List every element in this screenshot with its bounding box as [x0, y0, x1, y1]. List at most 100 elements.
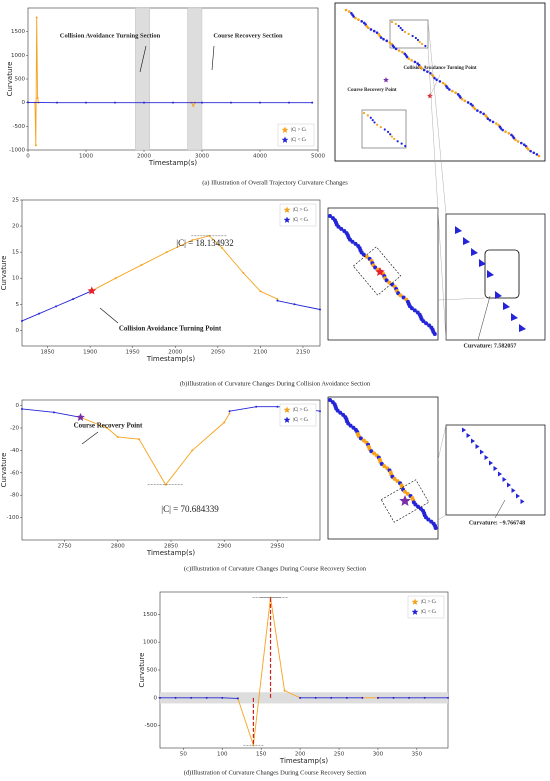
x-tick-label: 2000	[137, 154, 151, 160]
x-tick-label: 2950	[270, 544, 284, 550]
trajectory-dot	[482, 112, 485, 116]
trajectory-dot	[392, 476, 397, 481]
trajectory-dot	[520, 141, 523, 145]
y-tick-label: -20	[10, 426, 19, 432]
trajectory-marker	[519, 324, 526, 332]
trajectory-dot	[376, 123, 379, 126]
annotation: |C| = 18.134932	[176, 238, 233, 248]
plot-area	[159, 591, 449, 749]
data-point	[116, 435, 119, 438]
x-tick-label: 50	[180, 752, 187, 758]
trajectory-dot	[466, 101, 470, 104]
legend-swatch	[283, 416, 291, 423]
x-tick-label: 100	[217, 752, 228, 758]
trajectory-dot	[369, 449, 374, 454]
caption: (c)Illustration of Curvature Changes Dur…	[184, 565, 367, 572]
x-tick-label: 150	[256, 752, 267, 758]
trajectory-dot	[401, 295, 406, 300]
x-tick-label: 1000	[79, 154, 93, 160]
x-tick-label: 2100	[253, 350, 267, 356]
callout	[437, 514, 447, 521]
trajectory-marker	[503, 302, 510, 310]
y-tick-label: -80	[10, 493, 19, 499]
x-tick-label: 2050	[211, 350, 225, 356]
trajectory-dot	[369, 116, 372, 119]
trajectory-dot	[486, 117, 490, 120]
trajectory-dot	[446, 86, 449, 90]
data-point	[55, 305, 58, 308]
trajectory-dot	[535, 153, 539, 156]
data-point	[423, 696, 426, 699]
chart: 2750 2800 2850 2900 2950 0 -20 -40 -60 -80 -100 Tim…	[0, 399, 367, 572]
y-tick-label: 1500	[143, 612, 157, 618]
data-point	[221, 246, 224, 249]
data-point	[330, 696, 333, 699]
data-point	[408, 696, 411, 699]
trajectory-dot	[390, 20, 394, 24]
x-tick-label: 300	[373, 752, 384, 758]
legend-label: |C| < Cₜ	[421, 610, 437, 615]
x-tick-label: 0	[26, 154, 30, 160]
y-tick-label: 500	[15, 77, 26, 83]
x-tick-label: 250	[334, 752, 345, 758]
data-point	[52, 411, 55, 414]
trajectory-dot	[499, 127, 503, 130]
star	[375, 267, 385, 277]
trajectory-dot	[537, 154, 541, 158]
trajectory-dot	[414, 36, 417, 40]
trajectory-dot	[362, 111, 366, 115]
legend-label: |C| < Cₜ	[293, 218, 309, 223]
y-tick-label: 10	[12, 276, 19, 282]
data-point	[311, 101, 314, 104]
data-point	[236, 697, 239, 700]
trajectory-dot	[388, 41, 392, 44]
trajectory-dot	[394, 47, 398, 51]
trajectory-dot	[438, 80, 442, 83]
x-axis-label: Timestamp(s)	[148, 159, 197, 167]
trajectory-dot	[476, 109, 479, 112]
trajectory-dot	[401, 50, 404, 54]
annotation: Collision Avoidance Turning Point	[119, 325, 222, 333]
data-point	[259, 101, 261, 104]
annotation: Course Recovery Section	[213, 32, 283, 39]
y-tick-label: 1000	[11, 53, 25, 59]
trajectory-dot	[357, 18, 360, 22]
trajectory-dot	[403, 30, 407, 34]
trajectory-dot	[426, 70, 429, 73]
chart: 0 1000 2000 3000 4000 5000 -1000 -500 0 500 1000 15…	[6, 7, 348, 186]
data-point	[190, 696, 193, 699]
data-point	[159, 696, 161, 699]
trajectory-marker	[493, 466, 498, 471]
trajectory-dot	[366, 26, 370, 30]
trajectory-dot	[422, 68, 426, 72]
data-point	[223, 421, 226, 424]
legend-label: |C| < Cₜ	[291, 138, 307, 143]
y-tick-label: 0	[16, 328, 20, 334]
trajectory-dot	[463, 99, 467, 103]
legend-swatch	[283, 206, 291, 213]
callout	[437, 424, 447, 461]
y-tick-label: 0	[16, 403, 20, 409]
trajectory-dot	[405, 55, 409, 59]
trajectory-marker	[471, 248, 478, 256]
x-tick-label: 2750	[58, 544, 72, 550]
caption: (d)Illustration of Curvature Changes Dur…	[184, 769, 367, 776]
x-tick-label: 2850	[164, 544, 178, 550]
series-line	[80, 413, 230, 486]
trajectory-dot	[373, 265, 378, 270]
data-point	[192, 104, 195, 107]
highlight-band	[135, 7, 151, 151]
y-tick-label: -100	[7, 515, 20, 521]
data-point	[230, 101, 232, 104]
y-axis-label: Curvature	[0, 256, 8, 291]
trajectory-dot	[361, 438, 366, 443]
data-point	[228, 410, 231, 413]
callout	[494, 499, 506, 519]
data-point	[392, 696, 395, 699]
trajectory-dot	[527, 148, 530, 151]
data-point	[447, 696, 449, 699]
inset-label: Curvature: −9.766748	[469, 520, 525, 526]
trajectory-dot	[397, 49, 401, 52]
data-point	[143, 101, 145, 104]
trajectory-dot	[361, 252, 366, 257]
